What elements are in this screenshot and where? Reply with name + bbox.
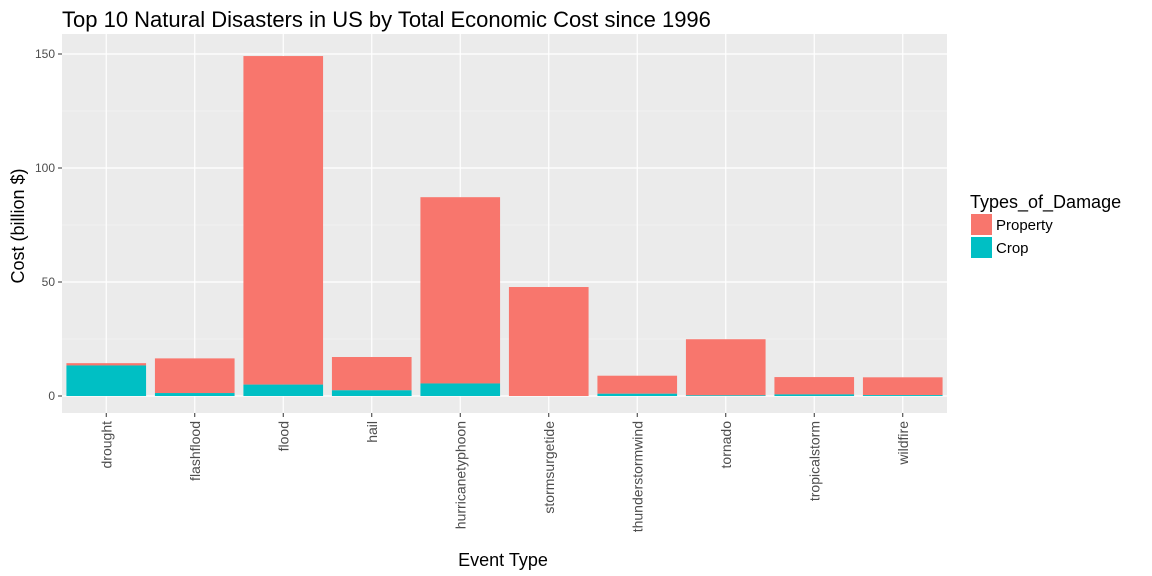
y-axis-title: Cost (billion $) (8, 168, 28, 283)
legend-swatch-crop (971, 237, 992, 258)
x-tick-label-hurricanetyphoon: hurricanetyphoon (452, 421, 468, 529)
bar-property-wildfire (862, 377, 943, 396)
bar-property-hail (331, 357, 412, 391)
bar-property-stormsurgetide (508, 287, 589, 396)
legend-label-crop: Crop (996, 240, 1029, 257)
y-tick-label: 0 (48, 389, 55, 403)
chart-title: Top 10 Natural Disasters in US by Total … (62, 7, 711, 32)
bar-layer (66, 56, 943, 396)
bar-crop-flashflood (154, 393, 235, 396)
legend-label-property: Property (996, 217, 1053, 234)
legend: Types_of_Damage Property Crop (970, 192, 1121, 258)
x-tick-label-tornado: tornado (718, 421, 734, 469)
x-tick-label-hail: hail (364, 421, 380, 443)
bar-property-tropicalstorm (774, 377, 855, 395)
x-tick-label-thunderstormwind: thunderstormwind (629, 421, 645, 532)
x-tick-label-tropicalstorm: tropicalstorm (806, 421, 822, 501)
bar-property-thunderstormwind (597, 375, 678, 394)
x-tick-label-flashflood: flashflood (187, 421, 203, 481)
y-tick-label: 100 (35, 161, 55, 175)
bar-crop-tropicalstorm (774, 394, 855, 396)
legend-title: Types_of_Damage (970, 192, 1121, 213)
bar-crop-hurricanetyphoon (420, 383, 501, 396)
bar-property-flashflood (154, 358, 235, 394)
bar-crop-wildfire (862, 395, 943, 396)
x-tick-layer: drought flashflood flood hail hurricanetypho… (98, 413, 911, 532)
x-tick-label-stormsurgetide: stormsurgetide (541, 421, 557, 514)
bar-crop-drought (66, 365, 147, 396)
legend-swatch-property (971, 214, 992, 235)
x-tick-label-drought: drought (98, 421, 114, 469)
legend-items: Property Crop (971, 214, 1053, 258)
y-tick-label: 150 (35, 47, 55, 61)
bar-crop-hail (331, 390, 412, 396)
bar-property-flood (243, 56, 324, 385)
bar-crop-tornado (685, 395, 766, 396)
y-tick-label: 50 (42, 275, 56, 289)
bar-crop-flood (243, 384, 324, 396)
y-tick-layer: 0 50 100 150 (35, 47, 62, 403)
bar-property-hurricanetyphoon (420, 197, 501, 384)
x-axis-title: Event Type (458, 550, 548, 570)
bar-crop-thunderstormwind (597, 393, 678, 396)
x-tick-label-wildfire: wildfire (895, 421, 911, 466)
bar-property-tornado (685, 339, 766, 396)
plot-panel (62, 34, 947, 413)
bar-property-drought (66, 363, 147, 366)
x-tick-label-flood: flood (275, 421, 291, 451)
